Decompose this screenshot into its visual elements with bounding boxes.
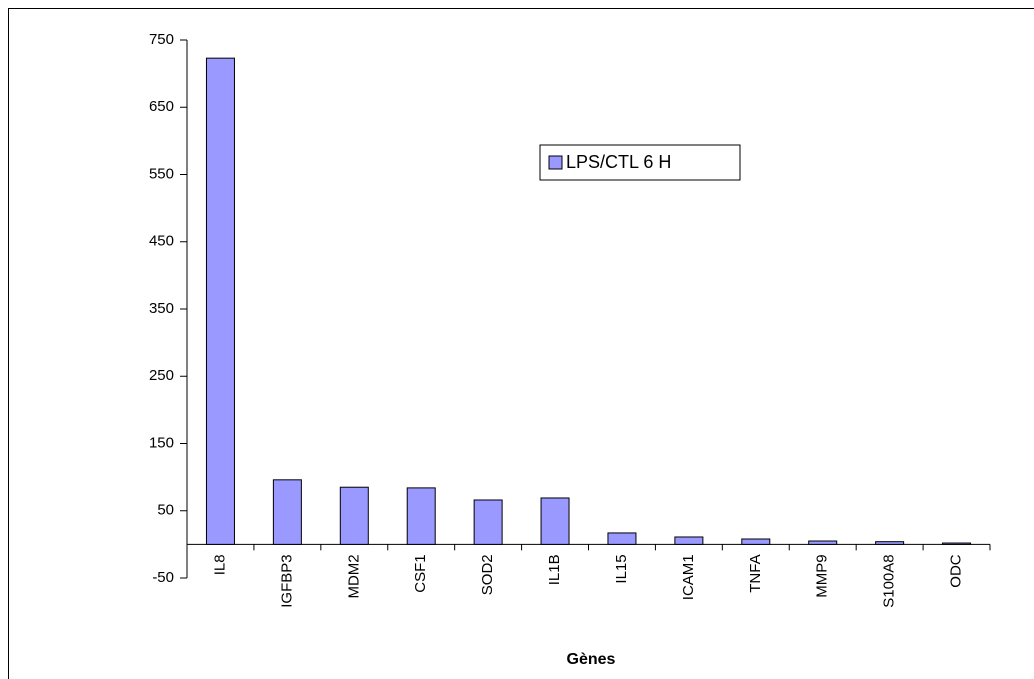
x-tick-label: S100A8 — [881, 554, 898, 607]
bar — [808, 540, 838, 545]
bar — [339, 486, 369, 545]
x-tick-label: SOD2 — [479, 554, 496, 595]
y-tick-label: 750 — [149, 31, 174, 48]
x-tick-label: ICAM1 — [680, 554, 697, 600]
bar — [942, 542, 972, 545]
y-tick-label: 650 — [149, 98, 174, 115]
y-tick-label: 50 — [157, 502, 174, 519]
x-tick-label: IGFBP3 — [278, 554, 295, 607]
x-tick-label: TNFA — [747, 554, 764, 592]
x-tick-label: IL8 — [211, 554, 228, 575]
chart-frame — [8, 8, 1034, 679]
x-tick-label: MMP9 — [814, 554, 831, 597]
legend-box — [539, 144, 741, 181]
legend-swatch — [548, 155, 563, 170]
bar — [205, 57, 235, 545]
legend-label: LPS/CTL 6 H — [566, 152, 671, 172]
x-tick-label: MDM2 — [345, 554, 362, 598]
bar — [540, 497, 570, 545]
x-tick-label: ODC — [948, 554, 965, 588]
bar — [674, 536, 704, 545]
bar — [607, 532, 637, 545]
bar — [473, 499, 503, 545]
bar — [875, 541, 905, 545]
bar — [272, 479, 302, 545]
x-tick-label: IL1B — [546, 554, 563, 585]
y-tick-label: 550 — [149, 165, 174, 182]
bar — [741, 538, 771, 545]
y-tick-label: 250 — [149, 367, 174, 384]
y-tick-label: -50 — [152, 569, 174, 586]
x-tick-label: IL15 — [613, 554, 630, 583]
x-tick-label: CSF1 — [412, 554, 429, 592]
y-tick-label: 450 — [149, 233, 174, 250]
y-tick-label: 350 — [149, 300, 174, 317]
y-tick-label: 150 — [149, 434, 174, 451]
bar — [406, 487, 436, 545]
x-axis-label: Gènes — [567, 651, 616, 668]
